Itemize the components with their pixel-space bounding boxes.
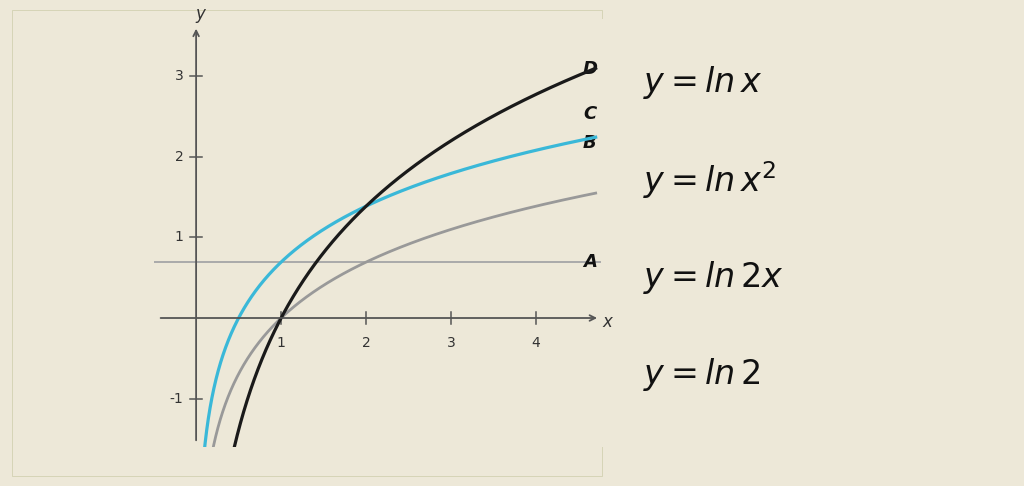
Text: $y = \mathit{ln}\, 2x$: $y = \mathit{ln}\, 2x$ bbox=[643, 259, 783, 295]
Text: C: C bbox=[583, 105, 596, 123]
Text: 4: 4 bbox=[531, 336, 541, 350]
Text: y: y bbox=[196, 5, 205, 23]
Text: $y = \mathit{ln}\, x$: $y = \mathit{ln}\, x$ bbox=[643, 64, 763, 101]
Text: -1: -1 bbox=[170, 392, 183, 406]
Text: $y = \mathit{ln}\, x^2$: $y = \mathit{ln}\, x^2$ bbox=[643, 159, 776, 201]
Text: 1: 1 bbox=[276, 336, 286, 350]
Text: A: A bbox=[583, 253, 597, 271]
FancyBboxPatch shape bbox=[12, 10, 602, 476]
Text: 2: 2 bbox=[175, 150, 183, 164]
Text: $y = \mathit{ln}\, 2$: $y = \mathit{ln}\, 2$ bbox=[643, 356, 761, 393]
Text: 2: 2 bbox=[361, 336, 371, 350]
Text: 3: 3 bbox=[446, 336, 456, 350]
Text: D: D bbox=[583, 60, 598, 78]
Text: x: x bbox=[602, 313, 612, 331]
Text: 3: 3 bbox=[175, 69, 183, 83]
Text: 1: 1 bbox=[174, 230, 183, 244]
Text: B: B bbox=[583, 134, 597, 152]
